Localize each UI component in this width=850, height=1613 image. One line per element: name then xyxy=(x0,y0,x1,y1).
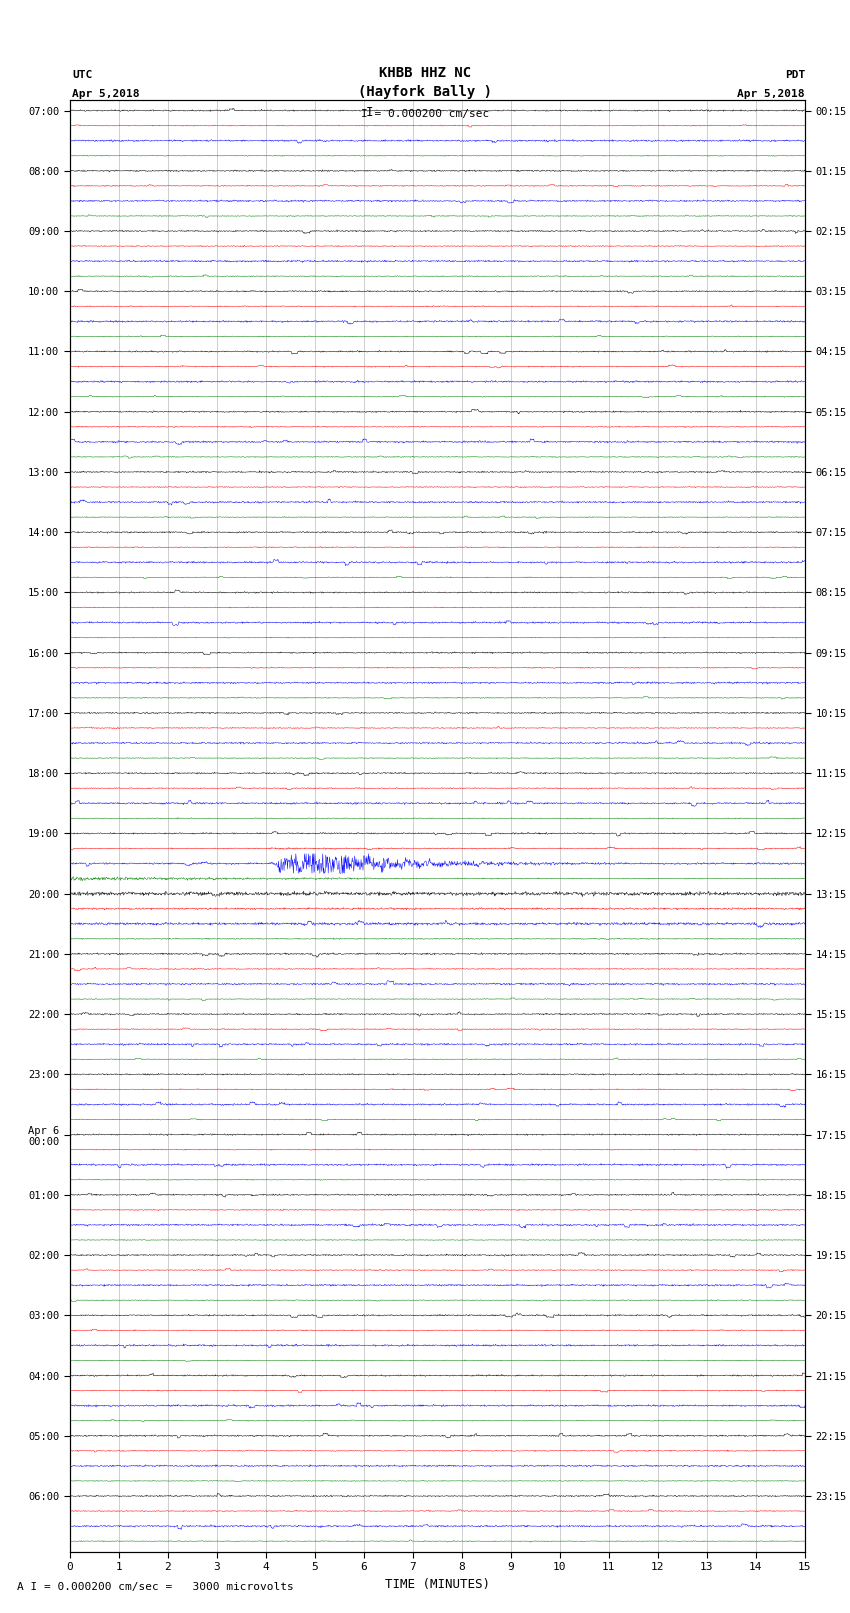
Text: Apr 5,2018: Apr 5,2018 xyxy=(72,89,139,100)
Text: I = 0.000200 cm/sec: I = 0.000200 cm/sec xyxy=(361,108,489,119)
Text: UTC: UTC xyxy=(72,69,93,79)
Text: I: I xyxy=(366,105,373,119)
Text: Apr 5,2018: Apr 5,2018 xyxy=(738,89,805,100)
Text: PDT: PDT xyxy=(785,69,805,79)
X-axis label: TIME (MINUTES): TIME (MINUTES) xyxy=(385,1578,490,1590)
Text: A I = 0.000200 cm/sec =   3000 microvolts: A I = 0.000200 cm/sec = 3000 microvolts xyxy=(17,1582,294,1592)
Text: (Hayfork Bally ): (Hayfork Bally ) xyxy=(358,85,492,100)
Text: KHBB HHZ NC: KHBB HHZ NC xyxy=(379,66,471,79)
